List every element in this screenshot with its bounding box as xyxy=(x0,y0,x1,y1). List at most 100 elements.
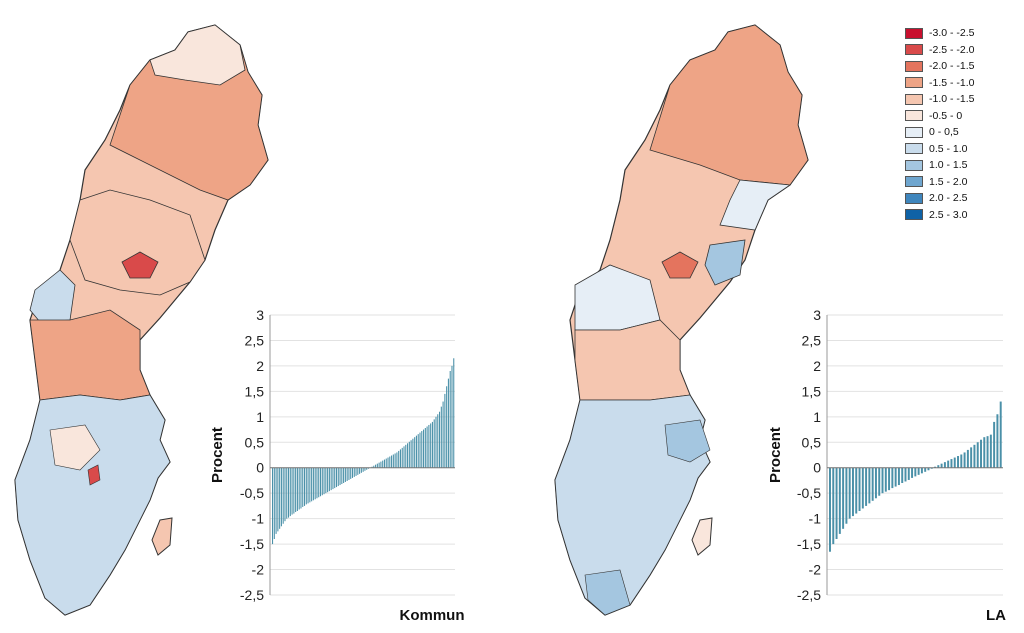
y-tick-label: -1 xyxy=(809,511,822,527)
bar xyxy=(316,467,318,499)
bar xyxy=(314,467,316,500)
bar xyxy=(279,467,281,529)
bar xyxy=(430,423,432,468)
bar xyxy=(851,467,854,517)
y-tick-label: 0 xyxy=(256,460,264,476)
bar xyxy=(360,467,362,473)
bar xyxy=(272,467,274,545)
bar xyxy=(920,467,923,474)
bar xyxy=(375,464,377,468)
bar xyxy=(993,421,996,468)
bar xyxy=(983,437,986,468)
bar xyxy=(319,467,322,497)
bar xyxy=(378,462,380,468)
legend-swatch xyxy=(905,209,923,221)
bar xyxy=(412,438,414,468)
legend-label: -2.5 - -2.0 xyxy=(929,43,975,56)
y-tick-label: 3 xyxy=(813,307,821,323)
y-tick-label: -2,5 xyxy=(797,587,821,603)
bar xyxy=(414,437,416,468)
bar xyxy=(303,467,306,506)
map-kommun-region-top xyxy=(149,24,246,86)
bar xyxy=(291,467,293,515)
bar xyxy=(287,467,290,518)
bar xyxy=(321,467,323,496)
bar xyxy=(298,467,300,510)
bar xyxy=(312,467,314,501)
bar xyxy=(373,465,375,468)
bar xyxy=(382,460,384,468)
bar xyxy=(362,467,364,472)
bar xyxy=(904,467,907,482)
bar xyxy=(295,467,297,513)
bar xyxy=(960,454,963,468)
map-la-region-hotspot xyxy=(661,251,699,279)
bar xyxy=(318,467,320,498)
bar xyxy=(421,431,423,468)
bar xyxy=(917,467,920,475)
bar xyxy=(348,467,350,480)
bar xyxy=(943,462,946,468)
legend-item: -0.5 - 0 xyxy=(905,108,1020,125)
bar xyxy=(277,467,279,532)
bar xyxy=(364,467,366,471)
bar xyxy=(446,386,448,468)
legend-item: -1.0 - -1.5 xyxy=(905,91,1020,108)
bar xyxy=(835,467,838,539)
bar xyxy=(337,467,339,487)
map-la-gotland xyxy=(691,517,713,556)
bar xyxy=(296,467,298,511)
bar xyxy=(408,441,410,468)
bar xyxy=(957,456,960,468)
bar xyxy=(907,467,910,480)
legend-swatch xyxy=(905,93,923,105)
bar xyxy=(963,452,966,468)
legend-swatch xyxy=(905,110,923,122)
bar xyxy=(930,467,933,469)
bar xyxy=(307,467,309,504)
map-kommun-region-mid xyxy=(69,189,206,296)
bar xyxy=(327,467,329,493)
legend-swatch xyxy=(905,143,923,155)
bar xyxy=(403,446,405,468)
bar xyxy=(275,467,277,534)
bar xyxy=(305,467,307,505)
y-tick-label: 2,5 xyxy=(802,332,822,348)
map-la xyxy=(554,24,809,616)
bar xyxy=(396,452,398,468)
bar xyxy=(927,467,930,471)
bar xyxy=(376,463,378,468)
x-axis-label: Kommun xyxy=(400,607,465,624)
legend-item: -1.5 - -1.0 xyxy=(905,75,1020,92)
legend-label: 0.5 - 1.0 xyxy=(929,142,968,155)
y-tick-label: 0,5 xyxy=(802,434,822,450)
bar xyxy=(868,467,871,504)
bar xyxy=(442,401,444,468)
bar xyxy=(453,358,455,468)
bar xyxy=(940,463,943,468)
bar xyxy=(447,378,449,468)
bar xyxy=(437,414,439,468)
bar xyxy=(858,467,861,511)
bar xyxy=(937,465,940,468)
legend-item: 1.5 - 2.0 xyxy=(905,174,1020,191)
bar xyxy=(914,467,917,477)
bar xyxy=(399,449,401,468)
y-tick-label: 1,5 xyxy=(245,383,265,399)
bar xyxy=(433,419,435,468)
bar xyxy=(328,467,330,492)
bar xyxy=(417,434,419,468)
bar xyxy=(273,467,275,539)
bar xyxy=(330,467,332,491)
legend-label: -1.5 - -1.0 xyxy=(929,76,975,89)
y-tick-label: -2,5 xyxy=(240,587,264,603)
bar xyxy=(865,467,868,506)
bar xyxy=(282,467,284,524)
bar xyxy=(999,401,1002,468)
bar xyxy=(335,467,338,488)
bar xyxy=(861,467,864,509)
bar xyxy=(391,455,393,468)
bar xyxy=(924,467,927,472)
bar xyxy=(343,467,345,483)
legend-label: 2.5 - 3.0 xyxy=(929,208,968,221)
